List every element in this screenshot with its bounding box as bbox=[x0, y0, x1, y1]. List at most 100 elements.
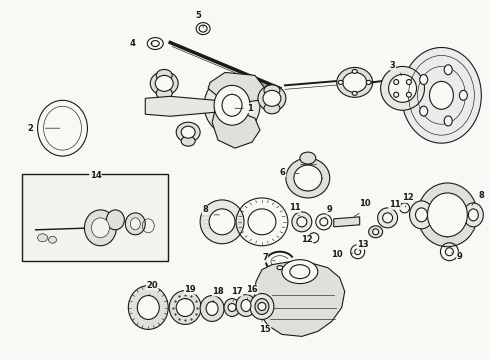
Ellipse shape bbox=[338, 80, 343, 84]
Ellipse shape bbox=[258, 302, 266, 310]
Text: 17: 17 bbox=[231, 287, 243, 296]
Ellipse shape bbox=[264, 103, 280, 114]
Ellipse shape bbox=[241, 300, 251, 311]
Ellipse shape bbox=[355, 249, 361, 255]
Ellipse shape bbox=[352, 69, 357, 73]
Text: 14: 14 bbox=[90, 171, 101, 180]
Ellipse shape bbox=[352, 91, 357, 95]
Ellipse shape bbox=[92, 218, 109, 238]
Ellipse shape bbox=[209, 209, 235, 235]
Ellipse shape bbox=[49, 236, 56, 243]
Text: 8: 8 bbox=[202, 206, 208, 215]
Ellipse shape bbox=[196, 23, 210, 35]
Ellipse shape bbox=[222, 94, 242, 116]
Ellipse shape bbox=[200, 200, 244, 244]
Ellipse shape bbox=[224, 298, 240, 316]
Ellipse shape bbox=[406, 92, 412, 97]
Ellipse shape bbox=[151, 41, 159, 46]
Ellipse shape bbox=[320, 218, 328, 226]
Ellipse shape bbox=[228, 303, 236, 311]
FancyBboxPatch shape bbox=[22, 174, 168, 261]
Ellipse shape bbox=[277, 266, 283, 270]
Ellipse shape bbox=[464, 203, 483, 227]
Ellipse shape bbox=[156, 87, 172, 99]
Ellipse shape bbox=[383, 213, 392, 223]
Text: 11: 11 bbox=[389, 201, 400, 210]
Text: 13: 13 bbox=[357, 240, 368, 249]
Text: 10: 10 bbox=[331, 250, 343, 259]
Ellipse shape bbox=[343, 72, 367, 92]
Ellipse shape bbox=[420, 75, 428, 85]
Polygon shape bbox=[254, 262, 345, 336]
Ellipse shape bbox=[290, 265, 310, 279]
Text: 9: 9 bbox=[457, 252, 462, 261]
Ellipse shape bbox=[176, 122, 200, 142]
Ellipse shape bbox=[214, 85, 250, 125]
Text: 3: 3 bbox=[390, 61, 395, 70]
Ellipse shape bbox=[264, 85, 280, 96]
Ellipse shape bbox=[416, 208, 427, 222]
Ellipse shape bbox=[156, 69, 172, 81]
Text: 16: 16 bbox=[246, 285, 258, 294]
Ellipse shape bbox=[420, 106, 428, 116]
Ellipse shape bbox=[236, 294, 256, 316]
Ellipse shape bbox=[292, 212, 312, 232]
Ellipse shape bbox=[248, 209, 276, 235]
Ellipse shape bbox=[169, 291, 201, 324]
Text: 20: 20 bbox=[147, 281, 158, 290]
Text: 11: 11 bbox=[289, 203, 301, 212]
Ellipse shape bbox=[206, 302, 218, 315]
Text: 12: 12 bbox=[301, 235, 313, 244]
Ellipse shape bbox=[263, 90, 281, 106]
Ellipse shape bbox=[381, 67, 424, 110]
Polygon shape bbox=[208, 72, 265, 102]
Polygon shape bbox=[212, 108, 260, 148]
Text: 2: 2 bbox=[27, 124, 33, 133]
Ellipse shape bbox=[297, 217, 307, 227]
Ellipse shape bbox=[294, 165, 322, 191]
Ellipse shape bbox=[282, 260, 318, 284]
Ellipse shape bbox=[300, 152, 316, 164]
Ellipse shape bbox=[125, 213, 145, 235]
Text: 9: 9 bbox=[327, 206, 333, 215]
Ellipse shape bbox=[417, 183, 477, 247]
Ellipse shape bbox=[200, 296, 224, 321]
Text: 19: 19 bbox=[184, 285, 196, 294]
Polygon shape bbox=[334, 217, 360, 227]
Ellipse shape bbox=[128, 285, 168, 329]
Ellipse shape bbox=[250, 293, 274, 319]
Ellipse shape bbox=[176, 298, 194, 316]
Ellipse shape bbox=[137, 296, 159, 319]
Ellipse shape bbox=[389, 75, 416, 102]
Ellipse shape bbox=[460, 90, 467, 100]
Text: 10: 10 bbox=[359, 199, 370, 208]
Ellipse shape bbox=[130, 218, 140, 230]
Ellipse shape bbox=[410, 201, 434, 229]
Ellipse shape bbox=[444, 65, 452, 75]
Ellipse shape bbox=[372, 229, 379, 235]
Ellipse shape bbox=[429, 81, 453, 109]
Ellipse shape bbox=[106, 210, 124, 230]
Text: 5: 5 bbox=[195, 11, 201, 20]
Text: 15: 15 bbox=[259, 325, 271, 334]
Ellipse shape bbox=[427, 193, 467, 237]
Text: 6: 6 bbox=[280, 167, 286, 176]
Ellipse shape bbox=[204, 75, 260, 135]
Polygon shape bbox=[145, 96, 215, 116]
Ellipse shape bbox=[378, 208, 397, 228]
Text: 12: 12 bbox=[402, 193, 414, 202]
Ellipse shape bbox=[337, 67, 372, 97]
Ellipse shape bbox=[181, 126, 195, 138]
Text: 8: 8 bbox=[478, 192, 484, 201]
Ellipse shape bbox=[393, 92, 399, 97]
Ellipse shape bbox=[38, 234, 48, 242]
Text: 1: 1 bbox=[247, 104, 253, 113]
Ellipse shape bbox=[368, 226, 383, 238]
Ellipse shape bbox=[258, 85, 286, 111]
Ellipse shape bbox=[444, 116, 452, 126]
Ellipse shape bbox=[445, 248, 453, 256]
Text: 18: 18 bbox=[212, 287, 224, 296]
Ellipse shape bbox=[406, 80, 412, 85]
Ellipse shape bbox=[199, 25, 207, 32]
Ellipse shape bbox=[150, 71, 178, 95]
